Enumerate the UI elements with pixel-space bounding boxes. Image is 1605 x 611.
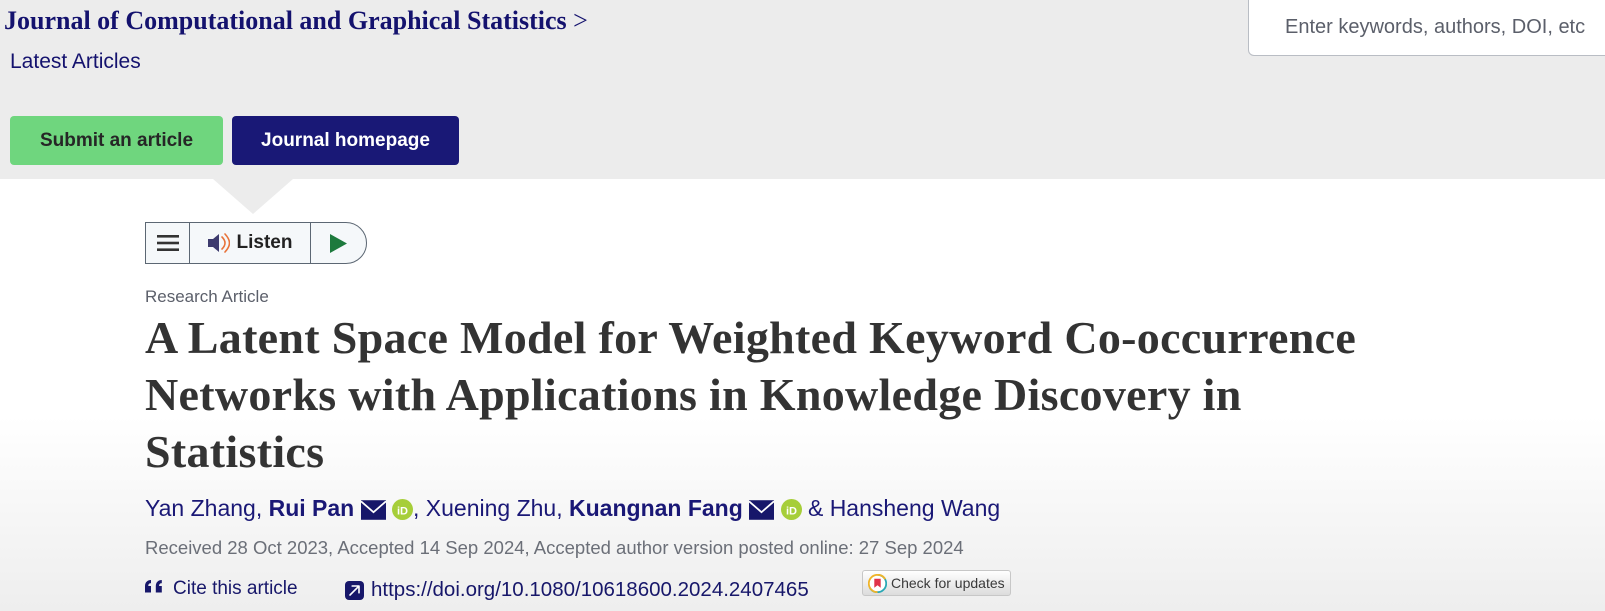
- svg-text:iD: iD: [786, 505, 797, 517]
- svg-text:iD: iD: [397, 505, 408, 517]
